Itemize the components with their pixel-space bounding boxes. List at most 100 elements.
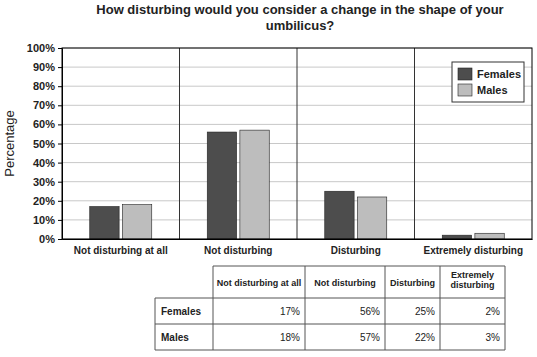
tick: 30% xyxy=(33,176,62,188)
tick: 40% xyxy=(33,157,62,169)
text-line: Disturbing xyxy=(390,278,435,288)
table-rule xyxy=(213,266,505,267)
legend-label: Males xyxy=(477,84,508,96)
tick-label: Disturbing xyxy=(331,245,381,256)
table-header: Not disturbing at all xyxy=(217,278,302,288)
separator xyxy=(179,48,180,239)
tick-label: 40% xyxy=(33,157,55,169)
y-axis: 0% 10% 20% 30% 40% 50% 60% 70% 80% 90% 100% xyxy=(27,42,63,245)
legend-swatch xyxy=(458,68,472,80)
tick-mark xyxy=(58,144,62,145)
tick: Disturbing xyxy=(331,239,381,256)
legend: Females Males xyxy=(452,62,524,102)
plot-frame xyxy=(62,48,532,239)
bar xyxy=(207,132,236,239)
tick-label: 50% xyxy=(33,138,55,150)
tick-label: Extremely disturbing xyxy=(424,245,523,256)
tick-mark xyxy=(58,201,62,202)
tick-mark xyxy=(58,48,62,49)
table-cell: 57% xyxy=(360,332,380,343)
tick-label: 60% xyxy=(33,118,55,130)
tick: 10% xyxy=(33,214,62,226)
axis-line xyxy=(63,239,533,240)
table-cell: 56% xyxy=(360,306,380,317)
title: How disturbing would you consider a chan… xyxy=(96,2,503,33)
text-line: Extremely xyxy=(451,270,494,280)
tick-label: 100% xyxy=(27,42,55,54)
separator xyxy=(414,48,415,239)
table-row-header: Males xyxy=(161,332,189,343)
table-header: Disturbing xyxy=(390,278,435,288)
table-cell: 25% xyxy=(415,306,435,317)
table-rule xyxy=(155,298,156,350)
category-separators xyxy=(180,48,415,239)
tick-label: 0% xyxy=(39,233,55,245)
text-line: disturbing xyxy=(451,280,495,290)
table-cell: 2% xyxy=(486,306,501,317)
table-rule xyxy=(440,266,441,350)
tick-mark xyxy=(58,220,62,221)
tick-label: Not disturbing at all xyxy=(74,245,168,256)
tick-mark xyxy=(58,124,62,125)
grid xyxy=(62,48,532,239)
bar xyxy=(122,205,151,239)
tick-label: 80% xyxy=(33,80,55,92)
text-line: Not disturbing xyxy=(314,278,376,288)
data-table: Not disturbing at all Not disturbing Distu… xyxy=(155,266,505,350)
tick: 60% xyxy=(33,118,62,130)
tick-label: 30% xyxy=(33,176,55,188)
table-rule xyxy=(385,266,386,350)
legend-label: Females xyxy=(477,68,521,80)
tick-mark xyxy=(58,67,62,68)
table-row-header: Females xyxy=(161,306,201,317)
tick: Not disturbing at all xyxy=(74,239,168,256)
chart: How disturbing would you consider a chan… xyxy=(0,0,537,357)
tick-mark xyxy=(58,163,62,164)
table-cell: 3% xyxy=(486,332,501,343)
tick-label: 10% xyxy=(33,214,55,226)
bar xyxy=(475,233,504,239)
tick: 90% xyxy=(33,61,62,73)
tick: Extremely disturbing xyxy=(424,239,523,256)
bar xyxy=(357,197,386,239)
table-rule xyxy=(213,266,214,350)
table-rule xyxy=(155,298,505,299)
table-rule xyxy=(305,266,306,350)
text-line: umbilicus? xyxy=(266,18,335,33)
y-axis-title: Percentage xyxy=(2,110,17,177)
tick: 20% xyxy=(33,195,62,207)
tick-label: 20% xyxy=(33,195,55,207)
bar xyxy=(240,130,269,239)
tick: 50% xyxy=(33,138,62,150)
table-header: Extremelydisturbing xyxy=(451,270,495,290)
tick-mark xyxy=(58,86,62,87)
table-cell: 17% xyxy=(280,306,300,317)
tick: 100% xyxy=(27,42,62,54)
tick: Not disturbing xyxy=(204,239,272,256)
tick-mark xyxy=(58,105,62,106)
tick-label: 90% xyxy=(33,61,55,73)
bars xyxy=(90,130,505,239)
tick-label: Not disturbing xyxy=(204,245,272,256)
bar xyxy=(90,207,119,239)
bar xyxy=(442,235,471,239)
tick-mark xyxy=(58,182,62,183)
table-rule xyxy=(155,350,505,351)
text-line: How disturbing would you consider a chan… xyxy=(96,2,503,17)
legend-swatch xyxy=(458,84,472,96)
bar xyxy=(325,191,354,239)
separator xyxy=(297,48,298,239)
table-cell: 18% xyxy=(280,332,300,343)
tick: 0% xyxy=(39,233,62,245)
tick-mark xyxy=(58,239,62,240)
table-header: Not disturbing xyxy=(314,278,376,288)
axis-line xyxy=(58,49,63,240)
x-axis: Not disturbing at all Not disturbing Distu… xyxy=(63,239,533,256)
table-cell: 22% xyxy=(415,332,435,343)
tick: 80% xyxy=(33,80,62,92)
table-rule xyxy=(155,324,505,325)
tick-label: 70% xyxy=(33,99,55,111)
tick: 70% xyxy=(33,99,62,111)
legend-box xyxy=(452,62,524,102)
table-rule xyxy=(505,266,506,350)
